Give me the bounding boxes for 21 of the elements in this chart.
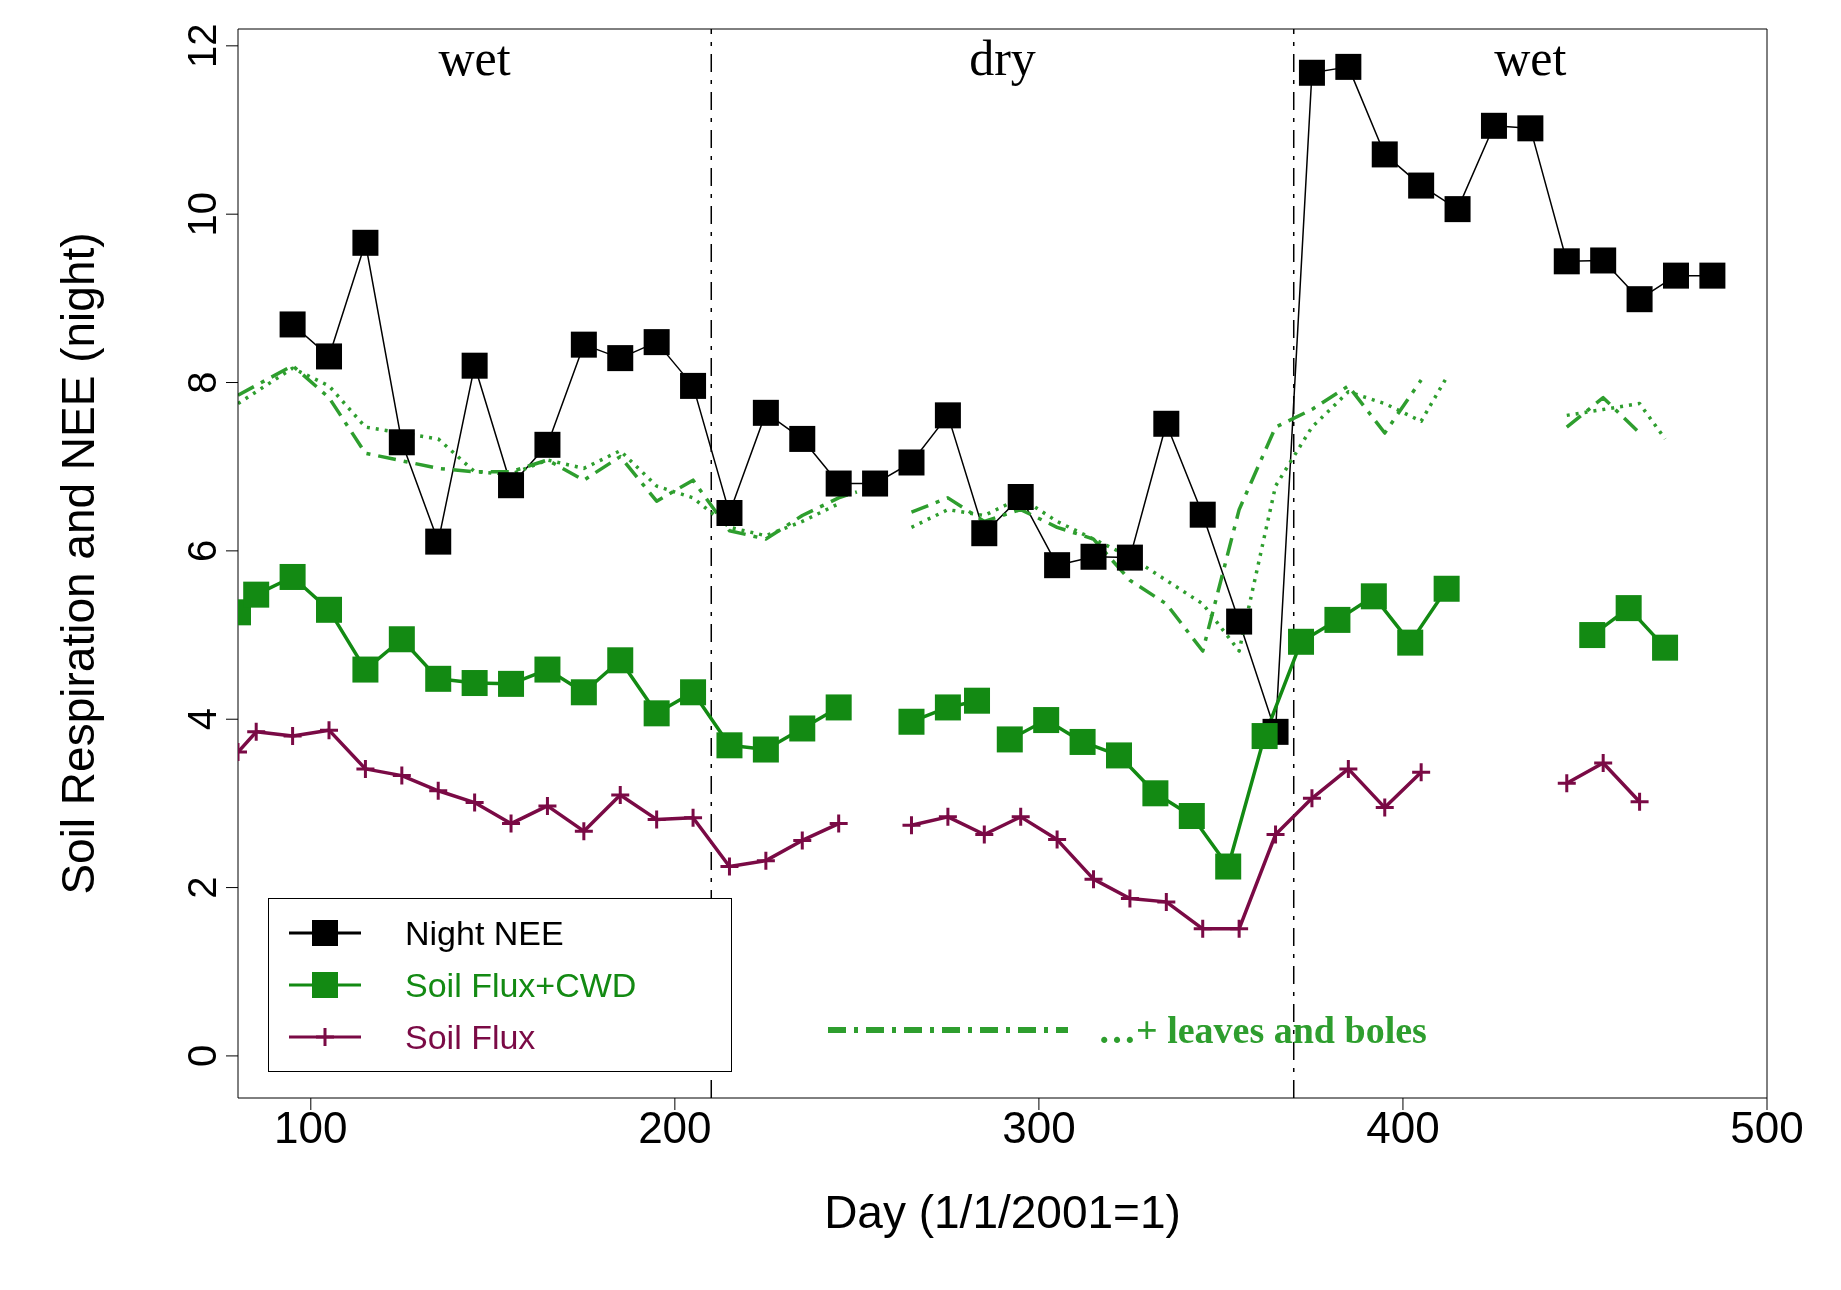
y-tick-label: 2 — [180, 876, 224, 899]
legend-label: Night NEE — [405, 913, 564, 953]
y-tick-label: 0 — [180, 1044, 224, 1068]
x-tick-label: 200 — [638, 1103, 712, 1153]
annotation: dry — [969, 29, 1036, 86]
y-tick-label: 8 — [180, 371, 224, 394]
y-tick-label: 12 — [180, 23, 224, 69]
legend-label: Soil Flux+CWD — [405, 965, 637, 1005]
x-tick-label: 300 — [1002, 1103, 1076, 1153]
annotation: wet — [438, 29, 511, 86]
x-axis-title: Day (1/1/2001=1) — [824, 1186, 1181, 1238]
annotation: wet — [1494, 29, 1567, 86]
legend-label: Soil Flux — [405, 1017, 536, 1057]
x-tick-label: 400 — [1366, 1103, 1440, 1153]
text: …+ leaves and boles — [1098, 1008, 1427, 1052]
y-tick-label: 6 — [180, 539, 224, 562]
x-tick-label: 500 — [1730, 1103, 1804, 1153]
y-axis-title: Soil Respiration and NEE (night) — [52, 232, 105, 895]
x-tick-label: 100 — [274, 1103, 348, 1153]
y-tick-label: 4 — [180, 708, 224, 731]
y-tick-label: 10 — [180, 191, 224, 237]
